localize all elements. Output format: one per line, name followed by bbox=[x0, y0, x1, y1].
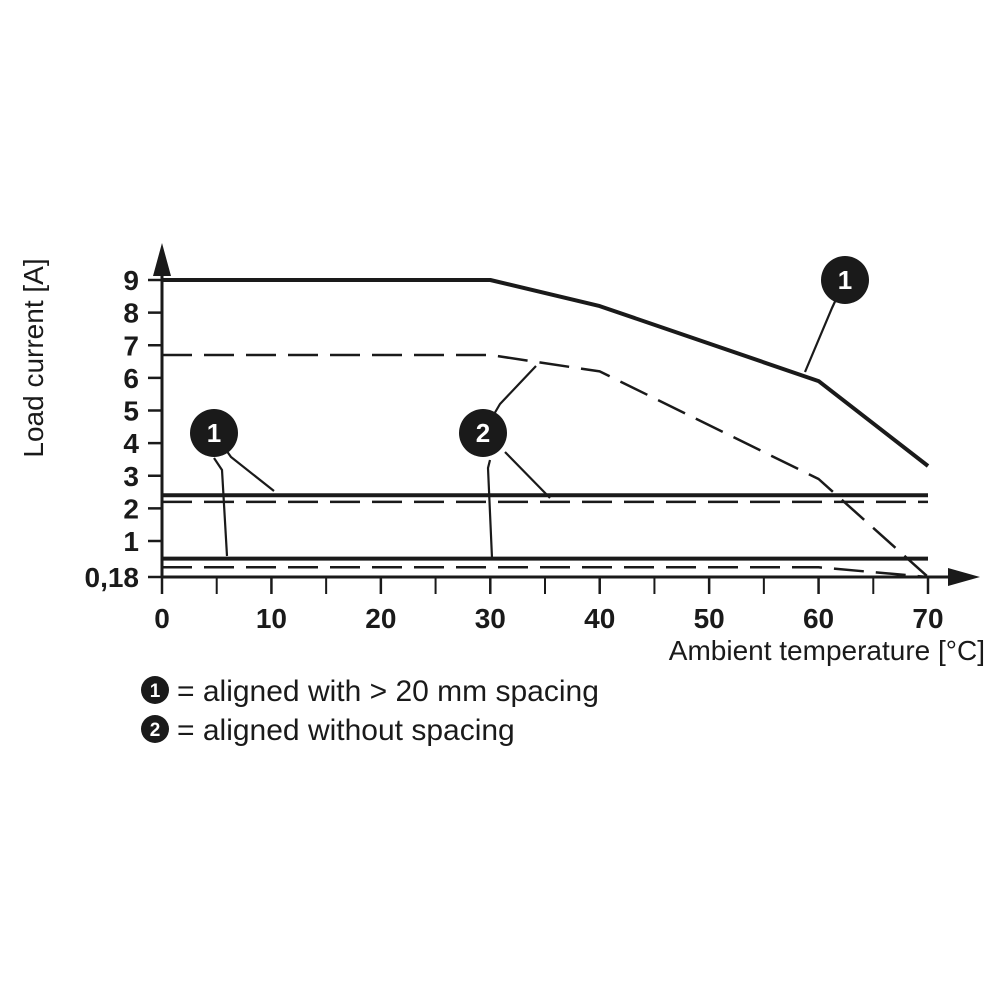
callout-label-2: 1 bbox=[207, 418, 221, 448]
series-1-solid-0 bbox=[162, 278, 930, 468]
y-axis-arrow bbox=[153, 243, 171, 276]
y-tick-label-8: 1 bbox=[123, 526, 139, 557]
x-tick-label-3: 30 bbox=[475, 603, 506, 634]
x-tick-label-4: 40 bbox=[584, 603, 615, 634]
axes bbox=[153, 243, 980, 586]
series-2-dashed-1 bbox=[162, 353, 929, 578]
legend-badge-1 bbox=[141, 676, 169, 704]
legend-item-1: 1 = aligned with > 20 mm spacing bbox=[141, 675, 599, 708]
callout-label-1: 2 bbox=[476, 418, 490, 448]
x-axis-arrow bbox=[948, 568, 980, 586]
legend: 1 = aligned with > 20 mm spacing 2 = ali… bbox=[141, 675, 599, 747]
callout-badge-2 bbox=[190, 409, 238, 457]
y-tick-label-1: 8 bbox=[123, 298, 139, 329]
callout-badge-0 bbox=[821, 256, 869, 304]
y-tick-label-0: 9 bbox=[123, 265, 139, 296]
callout-badge-1 bbox=[459, 409, 507, 457]
legend-badge-1-label: 1 bbox=[150, 681, 161, 702]
x-tick-label-1: 10 bbox=[256, 603, 287, 634]
x-tick-label-2: 20 bbox=[365, 603, 396, 634]
series-layer bbox=[162, 278, 930, 579]
x-tick-label-7: 70 bbox=[912, 603, 943, 634]
legend-badge-2 bbox=[141, 715, 169, 743]
x-tick-label-6: 60 bbox=[803, 603, 834, 634]
y-tick-label-9: 0,18 bbox=[85, 562, 140, 593]
x-tick-label-5: 50 bbox=[694, 603, 725, 634]
callout-leader-2-1 bbox=[213, 457, 229, 557]
callout-layer: 1 2 1 bbox=[190, 256, 869, 559]
x-axis-title: Ambient temperature [°C] bbox=[669, 635, 985, 666]
y-tick-label-7: 2 bbox=[123, 493, 139, 524]
y-tick-label-3: 6 bbox=[123, 363, 139, 394]
series-2-dashed-5 bbox=[162, 566, 929, 579]
y-tick-label-5: 4 bbox=[123, 428, 139, 459]
y-axis-title: Load current [A] bbox=[18, 258, 49, 457]
callout-leader-1-2 bbox=[504, 451, 551, 499]
y-tick-label-2: 7 bbox=[123, 330, 139, 361]
y-tick-label-4: 5 bbox=[123, 396, 139, 427]
legend-badge-2-label: 2 bbox=[150, 720, 161, 741]
legend-text-2: = aligned without spacing bbox=[177, 714, 515, 747]
x-tick-label-0: 0 bbox=[154, 603, 170, 634]
y-tick-label-6: 3 bbox=[123, 461, 139, 492]
legend-item-2: 2 = aligned without spacing bbox=[141, 714, 515, 747]
callout-leader-1-1 bbox=[486, 459, 494, 559]
callout-label-0: 1 bbox=[838, 265, 852, 295]
legend-text-1: = aligned with > 20 mm spacing bbox=[177, 675, 599, 708]
